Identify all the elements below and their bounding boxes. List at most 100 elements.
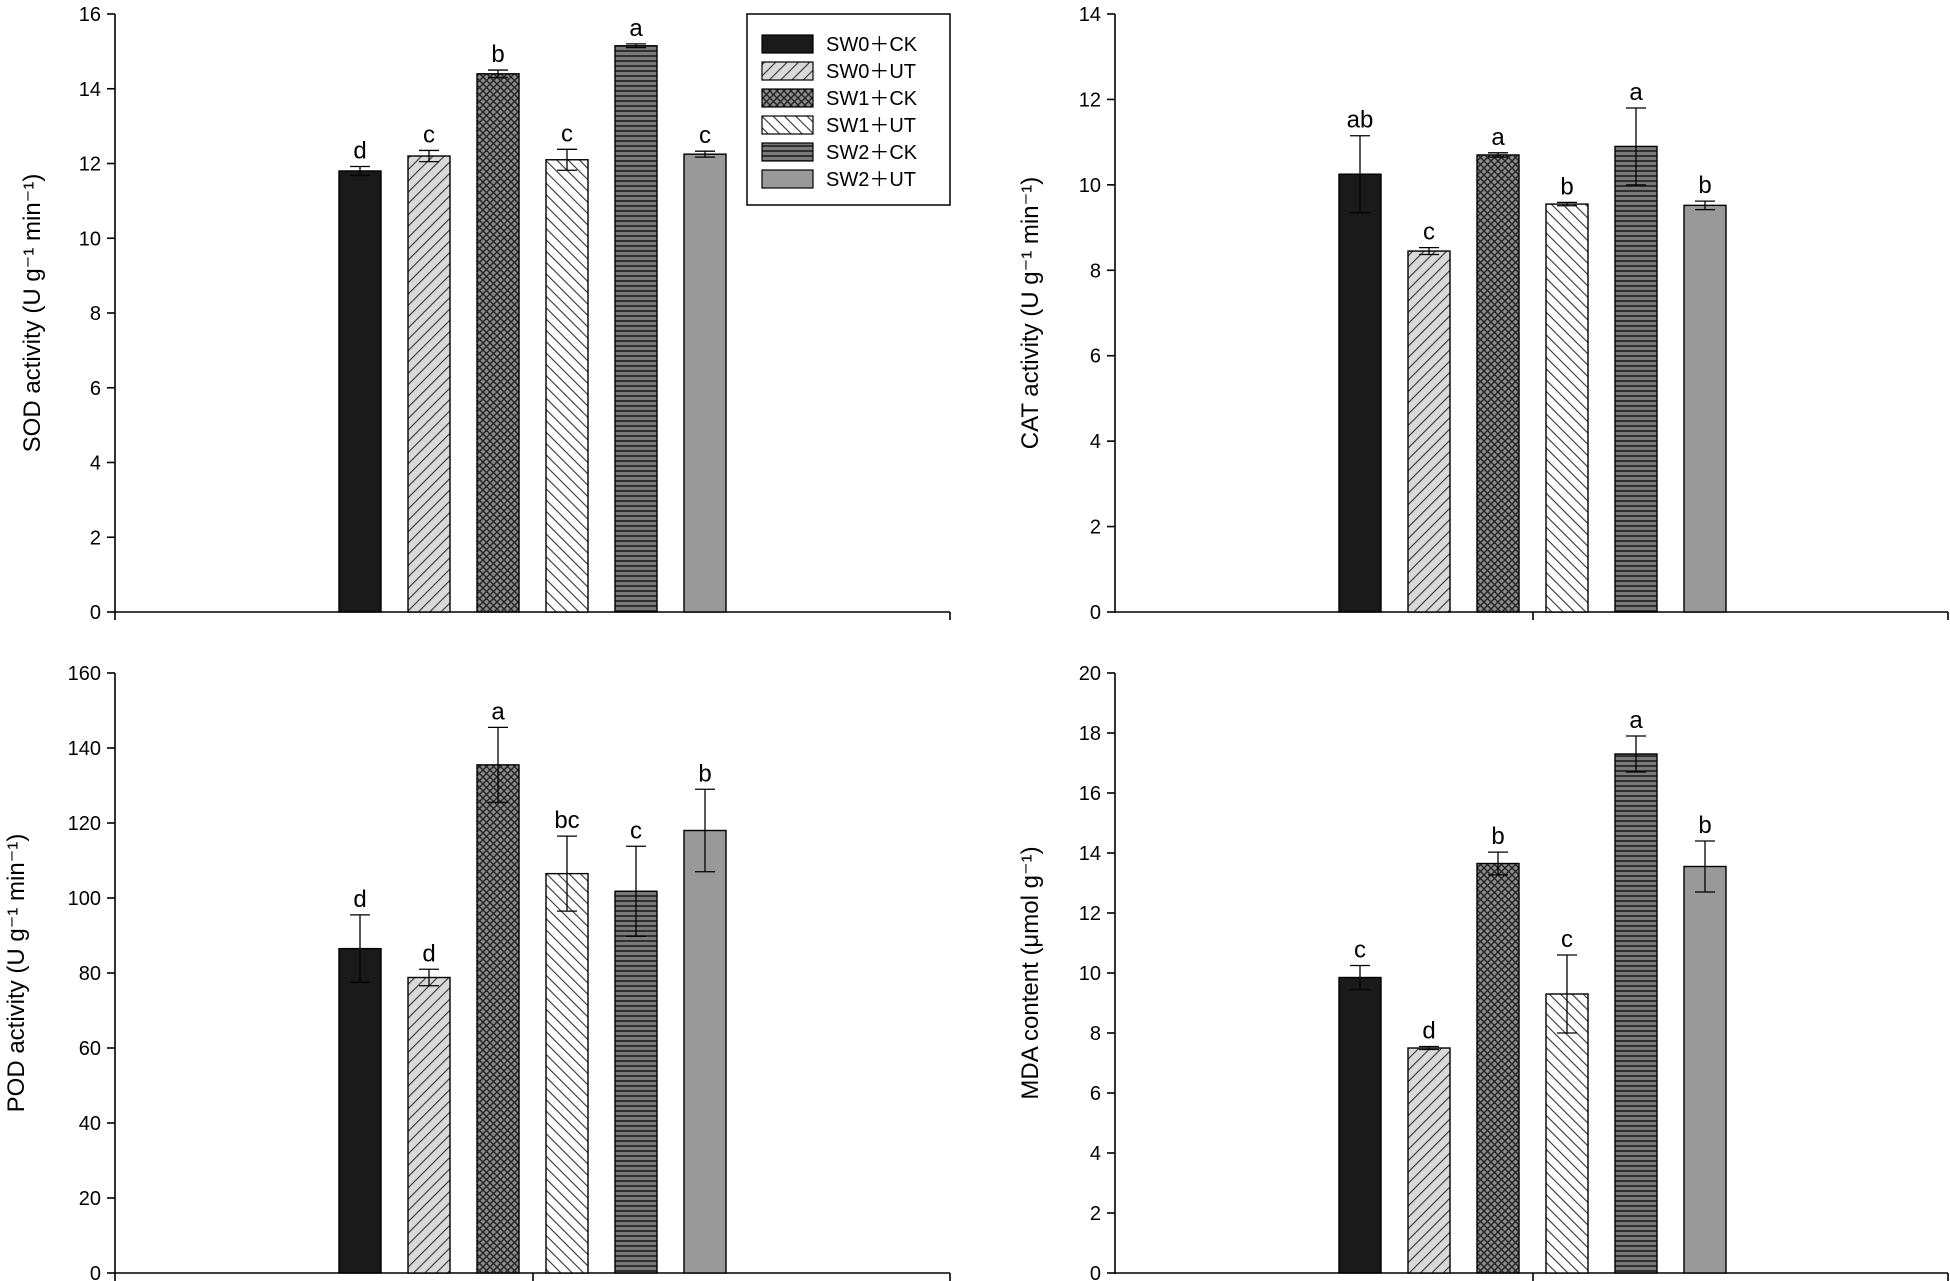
bar bbox=[1545, 993, 1589, 1274]
significance-letter: a bbox=[629, 15, 643, 42]
bar bbox=[1338, 173, 1382, 613]
significance-letter: a bbox=[1491, 124, 1505, 151]
legend-label: SW1＋CK bbox=[826, 88, 918, 110]
significance-letter: c bbox=[561, 120, 573, 147]
y-tick-label: 10 bbox=[1079, 175, 1101, 197]
y-axis-label: SOD activity (U g⁻¹ min⁻¹) bbox=[19, 174, 46, 453]
y-tick-label: 2 bbox=[1090, 1203, 1101, 1225]
legend-label: SW0＋CK bbox=[826, 34, 918, 56]
bar bbox=[1683, 204, 1727, 613]
y-tick-label: 8 bbox=[90, 303, 101, 325]
y-tick-label: 40 bbox=[79, 1113, 101, 1135]
y-tick-label: 60 bbox=[79, 1038, 101, 1060]
bar bbox=[614, 890, 658, 1274]
y-tick-label: 14 bbox=[1079, 843, 1101, 865]
y-axis-label: POD activity (U g⁻¹ min⁻¹) bbox=[3, 834, 30, 1113]
significance-letter: a bbox=[1629, 79, 1643, 106]
legend-swatch bbox=[761, 169, 814, 189]
y-tick-label: 4 bbox=[1090, 1143, 1101, 1165]
significance-letter: d bbox=[353, 137, 366, 164]
significance-letter: c bbox=[699, 122, 711, 149]
panel-sod: 0 2 4 6 8 10 12 14 16 SOD activity (U g⁻¹ min⁻¹) d… bbox=[19, 4, 951, 624]
y-tick-label: 0 bbox=[90, 1263, 101, 1281]
y-axis-label: MDA content (μmol g⁻¹) bbox=[1017, 846, 1044, 1099]
significance-letter: c bbox=[630, 817, 642, 844]
legend-swatch bbox=[761, 115, 814, 135]
significance-letter: c bbox=[423, 121, 435, 148]
y-tick-label: 0 bbox=[1090, 1263, 1101, 1281]
y-tick-label: 12 bbox=[79, 154, 101, 176]
y-tick-label: 20 bbox=[79, 1188, 101, 1210]
y-tick-label: 14 bbox=[79, 79, 101, 101]
bar bbox=[1476, 862, 1520, 1274]
significance-letter: c bbox=[1561, 926, 1573, 953]
legend: SW0＋CK SW0＋UT SW1＋CK SW1＋UT SW2＋CK SW2＋UT bbox=[746, 13, 951, 206]
bar bbox=[1614, 145, 1658, 613]
legend-label: SW0＋UT bbox=[826, 61, 916, 83]
significance-letter: ab bbox=[1347, 107, 1374, 134]
significance-letter: b bbox=[1698, 172, 1711, 199]
legend-swatch bbox=[761, 142, 814, 162]
bar bbox=[338, 170, 382, 613]
y-tick-label: 18 bbox=[1079, 723, 1101, 745]
panel-mda: 0 2 4 6 8 10 12 14 16 18 20 MDA content (μmol g⁻¹) c… bbox=[1017, 663, 1949, 1281]
bar bbox=[338, 947, 382, 1274]
legend-label: SW2＋CK bbox=[826, 142, 918, 164]
bar bbox=[407, 155, 451, 613]
y-tick-label: 4 bbox=[90, 453, 101, 475]
significance-letter: b bbox=[698, 760, 711, 787]
y-tick-label: 12 bbox=[1079, 89, 1101, 111]
y-tick-label: 6 bbox=[1090, 346, 1101, 368]
y-tick-label: 14 bbox=[1079, 4, 1101, 26]
significance-letter: d bbox=[1422, 1018, 1435, 1045]
significance-letter: c bbox=[1354, 937, 1366, 964]
y-tick-label: 0 bbox=[90, 602, 101, 624]
legend-swatch bbox=[761, 34, 814, 54]
y-tick-label: 100 bbox=[68, 888, 101, 910]
y-tick-label: 120 bbox=[68, 813, 101, 835]
significance-letter: b bbox=[1698, 812, 1711, 839]
significance-letter: d bbox=[422, 940, 435, 967]
y-tick-label: 4 bbox=[1090, 431, 1101, 453]
y-tick-label: 2 bbox=[1090, 517, 1101, 539]
legend-swatch bbox=[761, 88, 814, 108]
bar bbox=[1476, 154, 1520, 613]
y-tick-label: 10 bbox=[79, 228, 101, 250]
bar bbox=[1545, 203, 1589, 613]
y-tick-label: 16 bbox=[79, 4, 101, 26]
y-tick-label: 10 bbox=[1079, 963, 1101, 985]
bar bbox=[1683, 865, 1727, 1274]
bar bbox=[683, 153, 727, 613]
significance-letter: d bbox=[353, 886, 366, 913]
significance-letter: a bbox=[1629, 707, 1643, 734]
y-tick-label: 8 bbox=[1090, 260, 1101, 282]
bar bbox=[545, 159, 589, 613]
y-tick-label: 6 bbox=[1090, 1083, 1101, 1105]
significance-letter: b bbox=[1560, 173, 1573, 200]
y-tick-label: 12 bbox=[1079, 903, 1101, 925]
y-tick-label: 80 bbox=[79, 963, 101, 985]
bar bbox=[1407, 1047, 1451, 1274]
significance-letter: c bbox=[1423, 219, 1435, 246]
y-tick-label: 8 bbox=[1090, 1023, 1101, 1045]
y-tick-label: 16 bbox=[1079, 783, 1101, 805]
bar bbox=[683, 829, 727, 1274]
y-tick-label: 2 bbox=[90, 527, 101, 549]
panel-pod: 0 20 40 60 80 100 120 140 160 POD activity (U g⁻¹… bbox=[3, 663, 951, 1281]
legend-swatch bbox=[761, 61, 814, 81]
bar bbox=[407, 976, 451, 1274]
significance-letter: bc bbox=[554, 807, 579, 834]
bar bbox=[614, 45, 658, 613]
y-tick-label: 160 bbox=[68, 663, 101, 685]
bar bbox=[545, 872, 589, 1274]
y-tick-label: 140 bbox=[68, 738, 101, 760]
bar bbox=[1338, 976, 1382, 1274]
bar bbox=[476, 764, 520, 1274]
bar bbox=[476, 73, 520, 613]
significance-letter: b bbox=[1491, 823, 1504, 850]
y-axis-label: CAT activity (U g⁻¹ min⁻¹) bbox=[1017, 177, 1044, 449]
bar bbox=[1407, 250, 1451, 613]
y-tick-label: 20 bbox=[1079, 663, 1101, 685]
